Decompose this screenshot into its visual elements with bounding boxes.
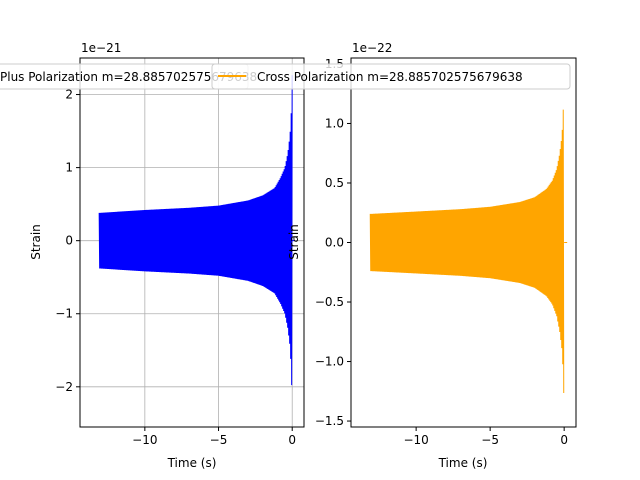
y-tick-label: 1: [65, 161, 73, 175]
legend-plus: Plus Polarization m=28.885702575679638: [0, 63, 257, 90]
axes-frame: [79, 57, 305, 428]
y-tick-label: 1.0: [325, 116, 344, 130]
x-tick-label: 0: [288, 433, 296, 447]
y-tick-label: 2: [65, 88, 73, 102]
legend-entry-label: Cross Polarization m=28.885702575679638: [257, 70, 523, 84]
x-tick-label: −10: [132, 433, 157, 447]
y-axis-ticks: −1.5−1.0−0.50.00.51.01.5: [315, 57, 351, 428]
y-tick-label: 0.5: [325, 176, 344, 190]
cross-polarization-waveform: [369, 109, 568, 394]
x-axis-label: Time (s): [438, 456, 488, 470]
y-tick-label: 0: [65, 234, 73, 248]
x-axis-label: Time (s): [167, 456, 217, 470]
y-offset-label: 1e−22: [352, 41, 392, 55]
plus-polarization-waveform: [98, 75, 296, 386]
legend-cross: Cross Polarization m=28.885702575679638: [211, 63, 571, 90]
y-tick-label: −0.5: [315, 295, 344, 309]
x-tick-label: −5: [210, 433, 228, 447]
y-tick-label: −2: [55, 380, 73, 394]
x-tick-label: −10: [403, 433, 428, 447]
x-tick-label: 0: [560, 433, 568, 447]
y-tick-label: −1.0: [315, 355, 344, 369]
y-axis-ticks: −2 −1 0 1 2: [55, 88, 80, 394]
y-axis-label: Strain: [287, 224, 301, 260]
legend-entry-label: Plus Polarization m=28.885702575679638: [0, 70, 257, 84]
y-tick-label: 0.0: [325, 236, 344, 250]
x-tick-label: −5: [481, 433, 499, 447]
y-tick-label: −1.5: [315, 414, 344, 428]
legend-box: [211, 63, 571, 90]
x-axis-ticks: −10 −5 0: [403, 427, 568, 447]
y-axis-label: Strain: [29, 224, 43, 260]
y-offset-label: 1e−21: [81, 41, 121, 55]
x-axis-ticks: −10 −5 0: [132, 427, 296, 447]
y-tick-label: −1: [55, 307, 73, 321]
cross-polarization-panel: −10−50 −1.5−1.0−0.50.00.51.01.5 1e−22 Ti…: [287, 41, 577, 470]
